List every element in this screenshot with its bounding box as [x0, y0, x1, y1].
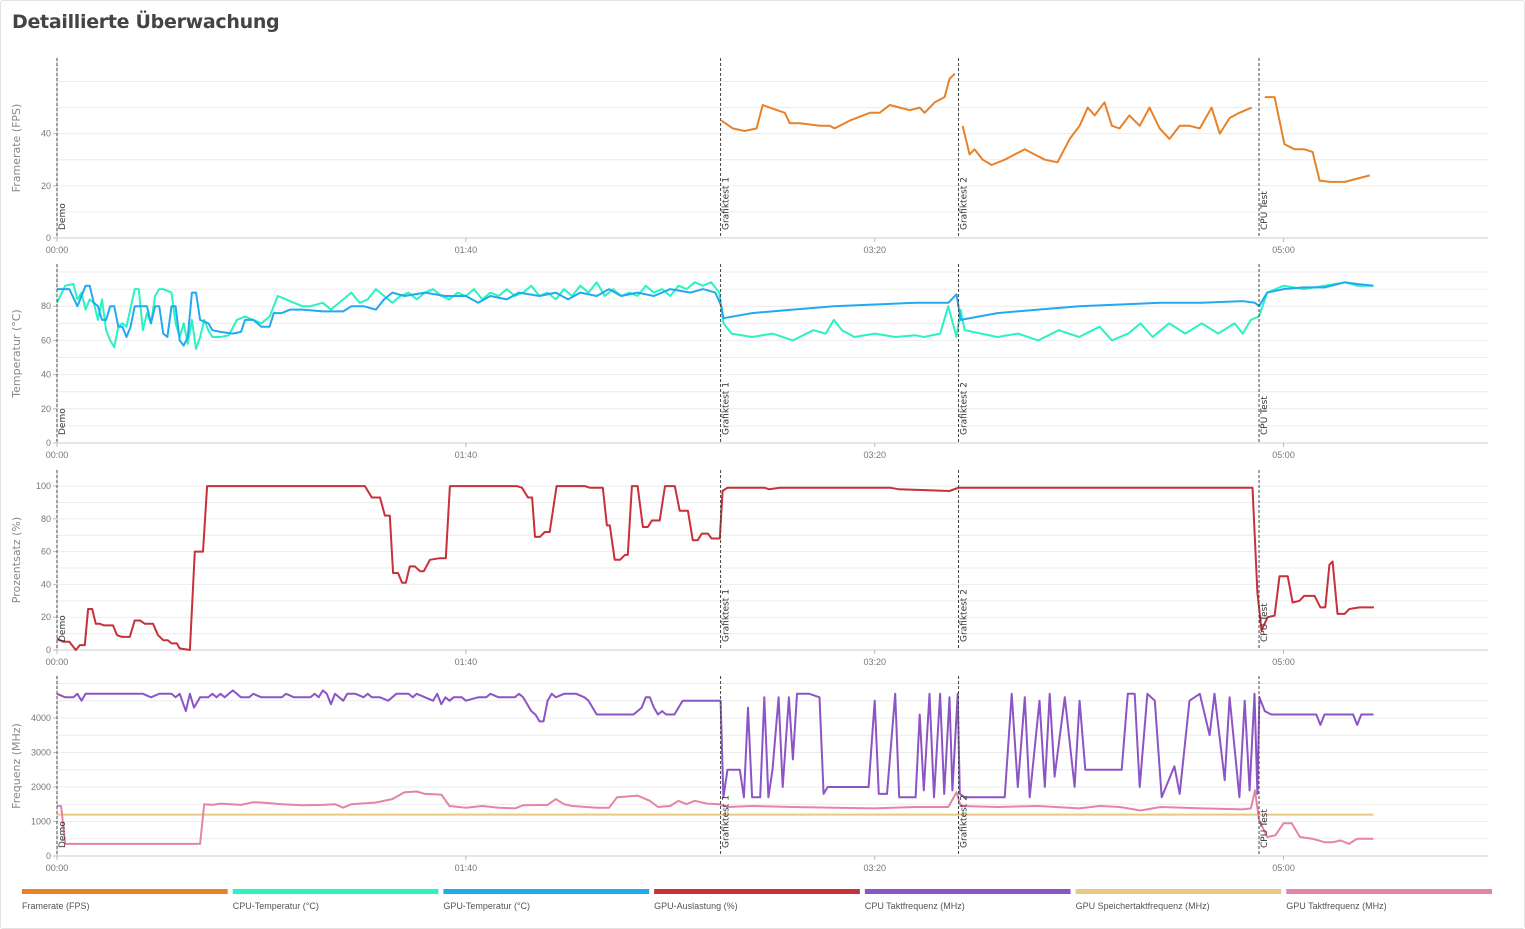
event-label: CPU Test [1260, 396, 1270, 435]
series-line-gpu-temperatur-c [57, 281, 1374, 347]
event-label: CPU Test [1260, 809, 1270, 848]
x-tick-label: 05:00 [1272, 863, 1295, 873]
legend-label: CPU-Temperatur (°C) [233, 901, 319, 911]
legend-label: GPU Taktfrequenz (MHz) [1286, 901, 1386, 911]
y-tick-label: 40 [41, 129, 51, 139]
y-axis-label: Framerate (FPS) [10, 104, 23, 193]
legend-label: GPU-Temperatur (°C) [443, 901, 530, 911]
event-label: Grafiktest 2 [960, 589, 970, 642]
event-label: Grafiktest 1 [722, 177, 732, 230]
y-tick-label: 20 [41, 612, 51, 622]
legend-swatch [1075, 889, 1282, 894]
series-line-framerate-fps [1264, 96, 1371, 183]
y-tick-label: 80 [41, 514, 51, 524]
x-tick-label: 00:00 [46, 657, 69, 667]
series-line-gpu-auslastung [56, 485, 1374, 651]
x-tick-label: 03:20 [863, 245, 886, 255]
y-tick-label: 0 [46, 233, 51, 243]
y-tick-label: 0 [46, 645, 51, 655]
event-label: Demo [58, 408, 68, 435]
event-label: Grafiktest 1 [722, 382, 732, 435]
event-label: Demo [58, 203, 68, 230]
x-tick-label: 00:00 [46, 245, 69, 255]
x-tick-label: 01:40 [455, 657, 478, 667]
y-tick-label: 4000 [31, 713, 51, 723]
y-axis-label: Temperatur (°C) [10, 309, 23, 398]
x-tick-label: 05:00 [1272, 450, 1295, 460]
y-tick-label: 0 [46, 438, 51, 448]
y-tick-label: 40 [41, 370, 51, 380]
y-tick-label: 3000 [31, 747, 51, 757]
y-tick-label: 20 [41, 404, 51, 414]
legend-label: CPU Taktfrequenz (MHz) [865, 901, 965, 911]
event-label: CPU Test [1260, 603, 1270, 642]
y-tick-label: 100 [36, 481, 51, 491]
y-tick-label: 40 [41, 579, 51, 589]
legend-swatch [22, 889, 228, 894]
y-tick-label: 60 [41, 335, 51, 345]
y-tick-label: 60 [41, 547, 51, 557]
event-label: Grafiktest 2 [960, 795, 970, 848]
x-tick-label: 01:40 [455, 863, 478, 873]
legend-swatch [1286, 889, 1492, 894]
x-tick-label: 05:00 [1272, 245, 1295, 255]
legend-label: Framerate (FPS) [22, 901, 90, 911]
x-tick-label: 03:20 [863, 450, 886, 460]
y-tick-label: 80 [41, 301, 51, 311]
series-line-cpu-temperatur-c [56, 281, 1374, 350]
legend-label: GPU-Auslastung (%) [654, 901, 738, 911]
series-line-framerate-fps [720, 72, 956, 132]
y-axis-label: Frequenz (MHz) [10, 723, 23, 809]
y-tick-label: 20 [41, 181, 51, 191]
legend-swatch [232, 889, 439, 894]
series-line-framerate-fps [961, 101, 1253, 166]
y-axis-label: Prozentsatz (%) [10, 517, 23, 603]
y-tick-label: 0 [46, 851, 51, 861]
page-title: Detaillierte Überwachung [12, 11, 280, 33]
x-tick-label: 01:40 [455, 450, 478, 460]
y-tick-label: 1000 [31, 816, 51, 826]
x-tick-label: 00:00 [46, 863, 69, 873]
series-line-gpu-taktfrequenz-mhz [57, 789, 1374, 845]
legend-swatch [654, 889, 860, 894]
legend-swatch [443, 889, 650, 894]
x-tick-label: 01:40 [455, 245, 478, 255]
y-tick-label: 2000 [31, 782, 51, 792]
series-line-cpu-taktfrequenz-mhz [56, 689, 1374, 799]
x-tick-label: 03:20 [863, 657, 886, 667]
event-label: Grafiktest 1 [722, 795, 732, 848]
event-label: Demo [58, 615, 68, 642]
legend-swatch [864, 889, 1071, 894]
event-label: Grafiktest 1 [722, 589, 732, 642]
event-label: Demo [58, 821, 68, 848]
legend-label: GPU Speichertaktfrequenz (MHz) [1076, 901, 1210, 911]
event-label: CPU Test [1260, 191, 1270, 230]
x-tick-label: 00:00 [46, 450, 69, 460]
x-tick-label: 03:20 [863, 863, 886, 873]
event-label: Grafiktest 2 [960, 177, 970, 230]
event-label: Grafiktest 2 [960, 382, 970, 435]
x-tick-label: 05:00 [1272, 657, 1295, 667]
